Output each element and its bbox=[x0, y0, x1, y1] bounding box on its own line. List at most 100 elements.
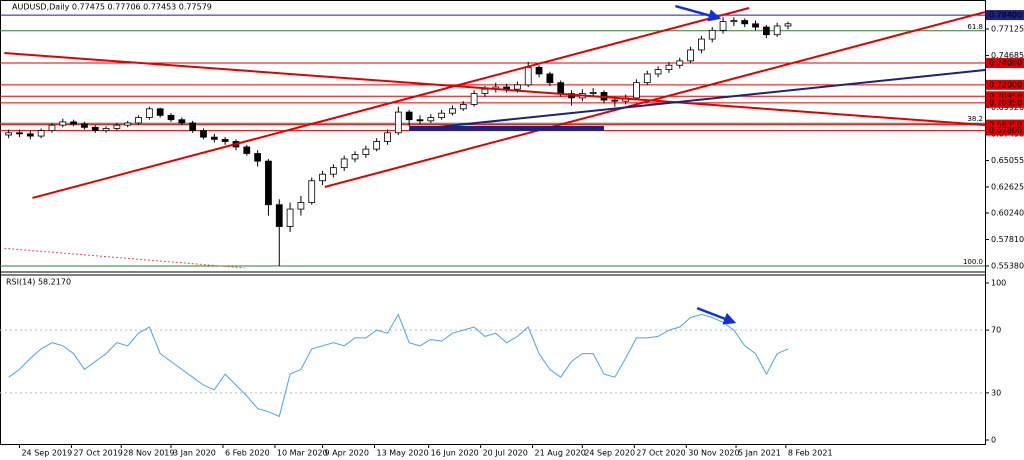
candle-body bbox=[265, 160, 272, 206]
candle-body bbox=[189, 122, 197, 132]
candle-body bbox=[665, 64, 673, 70]
level-label: 0.72000 bbox=[989, 80, 1022, 89]
candle-body bbox=[5, 132, 13, 136]
candle-body bbox=[676, 60, 684, 66]
candle-body bbox=[514, 84, 521, 90]
level-label: 0.74000 bbox=[989, 59, 1022, 68]
candle-body bbox=[654, 69, 662, 75]
candle-body bbox=[124, 122, 132, 126]
candle-body bbox=[37, 130, 45, 137]
candle-body bbox=[70, 121, 77, 125]
x-tick-label: 3 Jan 2020 bbox=[173, 449, 216, 458]
x-tick-label: 27 Oct 2020 bbox=[636, 449, 685, 458]
trend-line bbox=[409, 69, 986, 131]
trend-line bbox=[4, 247, 245, 269]
candle-body bbox=[362, 148, 370, 155]
candle-body bbox=[145, 108, 153, 118]
x-tick-label: 8 Feb 2021 bbox=[788, 449, 833, 458]
candle-body bbox=[59, 121, 67, 126]
candle-body bbox=[449, 108, 456, 114]
x-tick-label: 27 Oct 2019 bbox=[73, 449, 122, 458]
x-tick-label: 9 Apr 2020 bbox=[325, 449, 369, 458]
candle-body bbox=[589, 92, 597, 94]
rsi-title: RSI(14) 58.2170 bbox=[6, 278, 71, 287]
y-tick-label: 0.65055 bbox=[991, 156, 1024, 165]
candle-body bbox=[730, 20, 738, 23]
level-label: 0.67800 bbox=[989, 126, 1022, 135]
candle-body bbox=[438, 112, 446, 118]
level-tag bbox=[986, 97, 1024, 108]
candle-body bbox=[286, 208, 294, 227]
candle-body bbox=[102, 128, 110, 132]
candle-body bbox=[384, 132, 391, 142]
fib-label: 38.2 bbox=[967, 115, 983, 123]
candle-body bbox=[373, 141, 381, 150]
level-tag bbox=[986, 58, 1024, 69]
level-tag bbox=[986, 119, 1024, 130]
candle-body bbox=[178, 119, 186, 124]
x-tick-label: 16 Jun 2020 bbox=[431, 449, 479, 458]
rsi-tick-label: 100 bbox=[991, 279, 1006, 288]
level-tag bbox=[986, 125, 1024, 136]
x-tick-label: 6 Feb 2020 bbox=[225, 449, 270, 458]
y-tick-label: 0.62625 bbox=[991, 183, 1024, 192]
candle-body bbox=[535, 66, 543, 75]
candle-body bbox=[254, 153, 261, 162]
candle-body bbox=[167, 114, 175, 121]
fib-label: 61.8 bbox=[967, 23, 983, 31]
rsi-tick-label: 0 bbox=[991, 436, 996, 445]
candle-body bbox=[557, 82, 565, 94]
candle-body bbox=[687, 49, 694, 62]
y-tick-label: 0.55380 bbox=[991, 261, 1024, 270]
candle-body bbox=[351, 154, 359, 160]
trend-line bbox=[4, 52, 986, 126]
candle-body bbox=[394, 111, 402, 134]
x-tick-label: 20 Jul 2020 bbox=[483, 449, 528, 458]
candle-body bbox=[48, 124, 56, 132]
level-label: 0.68350 bbox=[989, 120, 1022, 129]
y-tick-label: 0.60240 bbox=[991, 209, 1024, 218]
candle-body bbox=[633, 82, 640, 99]
candle-body bbox=[243, 146, 251, 154]
candle-body bbox=[427, 117, 435, 122]
level-label: 0.78400 bbox=[989, 11, 1022, 20]
candle-body bbox=[698, 38, 705, 51]
level-label: 0.70950 bbox=[989, 92, 1022, 101]
candle-body bbox=[546, 73, 554, 84]
candle-body bbox=[643, 73, 651, 84]
x-tick-label: 24 Sep 2020 bbox=[584, 449, 635, 458]
candle-body bbox=[26, 133, 34, 137]
candle-body bbox=[210, 136, 218, 140]
candle-body bbox=[135, 117, 142, 124]
candle-body bbox=[611, 99, 619, 102]
candle-body bbox=[319, 173, 326, 182]
candle-body bbox=[741, 20, 749, 25]
level-tag bbox=[986, 91, 1024, 102]
rsi-tick-label: 30 bbox=[991, 388, 1001, 397]
candle-body bbox=[752, 23, 759, 28]
trend-line bbox=[324, 11, 986, 188]
candle-body bbox=[308, 180, 316, 203]
x-tick-label: 24 Sep 2019 bbox=[21, 449, 72, 458]
candle-body bbox=[459, 104, 467, 110]
candle-body bbox=[762, 26, 770, 36]
candle-body bbox=[113, 124, 121, 129]
x-tick-label: 5 Jan 2021 bbox=[738, 449, 781, 458]
trend-line bbox=[32, 7, 750, 199]
candle-body bbox=[524, 66, 532, 86]
y-tick-label: 0.57810 bbox=[991, 235, 1024, 244]
arrow bbox=[675, 4, 722, 22]
candle-body bbox=[221, 138, 229, 142]
candle-body bbox=[330, 167, 337, 175]
candle-body bbox=[156, 108, 164, 116]
candle-body bbox=[481, 88, 489, 94]
rsi-tick-label: 70 bbox=[991, 326, 1001, 335]
x-tick-label: 28 Nov 2019 bbox=[123, 449, 174, 458]
candle-body bbox=[297, 202, 305, 210]
candle-body bbox=[405, 111, 413, 121]
rsi-line bbox=[8, 313, 789, 418]
candle-body bbox=[784, 23, 792, 27]
y-tick-label: 0.77125 bbox=[991, 24, 1024, 33]
level-tag bbox=[986, 79, 1024, 90]
